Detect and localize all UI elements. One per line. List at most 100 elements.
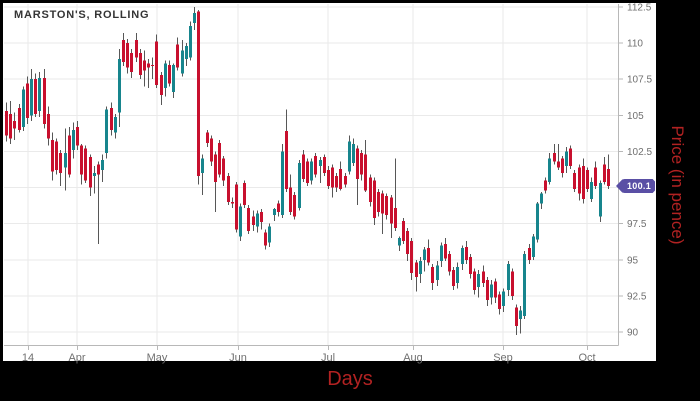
candle-body-down <box>68 135 71 175</box>
last-price-badge: 100.1 <box>616 179 655 193</box>
candle-body-down <box>360 152 363 175</box>
candle-body-down <box>235 184 238 230</box>
candle-body-up <box>193 12 196 23</box>
y-axis-tick-label: 92.5 <box>627 291 647 302</box>
candle-body-down <box>327 170 330 187</box>
candle-body-down <box>122 40 125 62</box>
x-axis-title: Days <box>327 368 373 390</box>
candle-body-up <box>172 64 175 93</box>
candle-body-down <box>569 148 572 166</box>
candle-body-up <box>440 245 443 262</box>
candle-body-down <box>356 148 359 179</box>
candle-body-down <box>594 167 597 187</box>
candle-body-down <box>511 271 514 296</box>
candle-body-down <box>227 176 230 202</box>
candle-body-down <box>369 177 372 202</box>
candle-body-up <box>93 173 96 176</box>
candle-body-down <box>377 191 380 213</box>
candle-body-down <box>469 256 472 275</box>
candle-body-down <box>431 267 434 283</box>
candle-body-up <box>348 141 351 172</box>
candle-body-up <box>590 181 593 200</box>
candle-body-down <box>126 43 129 68</box>
candle-body-down <box>43 77 46 124</box>
y-axis-tick-label: 102.5 <box>627 147 652 158</box>
candle-body-down <box>47 113 50 139</box>
candle-body-up <box>310 161 313 181</box>
candle-body-down <box>18 108 21 130</box>
candle-body-up <box>105 109 108 153</box>
candle-body-down <box>410 241 413 273</box>
candle-body-down <box>51 139 54 172</box>
candle-body-down <box>135 40 138 58</box>
candle-body-down <box>59 152 62 174</box>
candle-body-up <box>456 267 459 283</box>
candle-body-down <box>89 157 92 188</box>
candle-body-up <box>548 158 551 182</box>
candle-body-down <box>243 183 246 205</box>
candle-body-down <box>494 281 497 298</box>
candle-body-down <box>139 53 142 75</box>
candle-body-down <box>498 294 501 309</box>
candle-body-down <box>9 113 12 139</box>
candle-body-up <box>72 129 75 150</box>
candle-body-down <box>607 168 610 187</box>
candle-body-up <box>507 264 510 291</box>
candle-body-down <box>97 164 100 175</box>
candle-body-down <box>335 176 338 188</box>
candle-body-up <box>181 50 184 74</box>
candle-body-down <box>364 154 367 191</box>
candle-body-down <box>214 154 217 182</box>
candle-body-up <box>298 163 301 208</box>
candle-body-down <box>323 157 326 174</box>
candle-body-down <box>582 165 585 200</box>
candle-body-down <box>197 11 200 177</box>
y-axis-tick-label: 110 <box>627 39 643 50</box>
candle-body-up <box>502 291 505 306</box>
x-axis-tick-label: Jul <box>321 352 335 364</box>
candle-body-up <box>273 209 276 215</box>
candle-body-down <box>13 121 16 129</box>
candle-body-down <box>247 207 250 231</box>
x-axis-tick-label: Sep <box>493 352 513 364</box>
candle-body-up <box>523 254 526 317</box>
candle-body-up <box>185 46 188 59</box>
candle-body-down <box>151 64 154 67</box>
candle-body-down <box>473 271 476 291</box>
candle-body-down <box>160 74 163 96</box>
candle-body-down <box>465 246 468 260</box>
candle-body-down <box>206 132 209 143</box>
candle-body-down <box>218 142 221 175</box>
candle-body-up <box>256 213 259 227</box>
candle-body-up <box>38 77 41 111</box>
candle-body-down <box>222 158 225 181</box>
candle-body-down <box>394 207 397 228</box>
x-axis-tick-label: May <box>147 352 168 364</box>
candle-body-down <box>486 280 489 301</box>
candle-body-up <box>565 151 568 166</box>
candle-body-down <box>402 220 405 241</box>
candle-body-up <box>201 158 204 174</box>
candle-body-down <box>385 196 388 215</box>
y-axis-tick-label: 112.5 <box>627 3 652 14</box>
candle-body-down <box>277 203 280 213</box>
candle-body-down <box>155 41 158 85</box>
candle-body-down <box>264 232 267 246</box>
candle-body-down <box>210 138 213 162</box>
candle-body-up <box>352 144 355 163</box>
candle-body-down <box>314 155 317 175</box>
candle-body-down <box>306 161 309 184</box>
candle-body-down <box>427 248 430 263</box>
candle-body-up <box>536 203 539 240</box>
candle-body-up <box>599 183 602 217</box>
x-axis-tick-label: 14 <box>22 352 34 364</box>
candle-body-down <box>285 131 288 189</box>
y-axis-tick-label: 95 <box>627 255 639 266</box>
candle-body-up <box>490 284 493 298</box>
candle-body-up <box>101 160 104 171</box>
candle-body-down <box>344 176 347 185</box>
candle-body-down <box>448 254 451 272</box>
candle-body-up <box>64 152 67 168</box>
